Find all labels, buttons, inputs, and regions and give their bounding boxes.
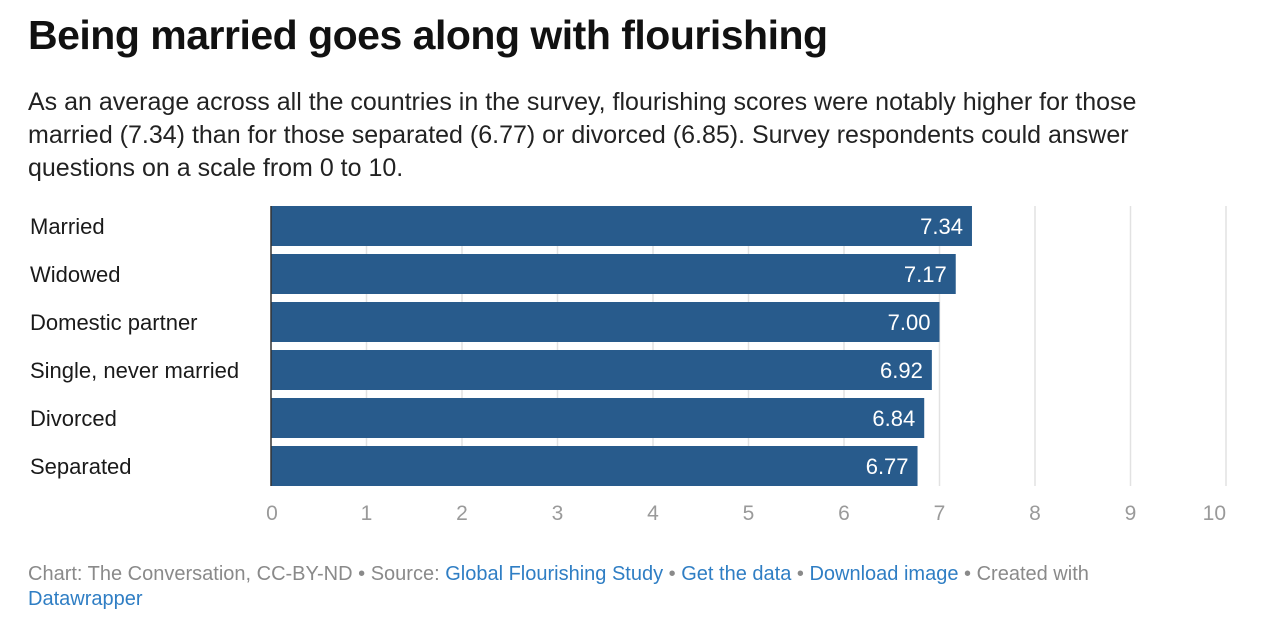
- source-link[interactable]: Global Flourishing Study: [445, 563, 664, 585]
- x-tick-label: 4: [647, 502, 659, 525]
- x-tick-label: 6: [838, 502, 850, 525]
- category-label: Divorced: [30, 406, 117, 431]
- x-tick-label: 5: [743, 502, 755, 525]
- bar: [271, 254, 956, 294]
- x-tick-label: 7: [934, 502, 946, 525]
- bar: [271, 350, 932, 390]
- category-label: Widowed: [30, 262, 120, 287]
- chart-subtitle: As an average across all the countries i…: [28, 88, 1137, 182]
- bar: [271, 302, 940, 342]
- chart-credit: Chart: The Conversation, CC-BY-ND: [28, 563, 353, 585]
- category-label: Separated: [30, 454, 132, 479]
- value-label: 7.17: [904, 262, 947, 287]
- x-tick-label: 9: [1125, 502, 1137, 525]
- value-label: 6.84: [872, 406, 915, 431]
- footer-separator: •: [358, 563, 366, 585]
- chart-title: Being married goes along with flourishin…: [28, 12, 828, 58]
- category-label: Married: [30, 214, 105, 239]
- value-label: 6.92: [880, 358, 923, 383]
- value-label: 7.34: [920, 214, 963, 239]
- x-tick-label: 3: [552, 502, 564, 525]
- created-with-text: Created with: [976, 563, 1089, 585]
- footer-separator: •: [668, 563, 676, 585]
- footer-separator: •: [964, 563, 972, 585]
- x-tick-label: 1: [361, 502, 373, 525]
- value-label: 7.00: [888, 310, 931, 335]
- download-image-link[interactable]: Download image: [809, 563, 959, 585]
- x-tick-label: 8: [1029, 502, 1041, 525]
- chart-footer: Chart: The Conversation, CC-BY-ND • Sour…: [28, 562, 1238, 612]
- source-prefix: Source:: [370, 563, 440, 585]
- x-tick-label: 2: [456, 502, 468, 525]
- value-label: 6.77: [866, 454, 909, 479]
- footer-separator: •: [796, 563, 804, 585]
- bar: [271, 206, 972, 246]
- bar-chart: Married 7.34 Widowed 7.17 Domestic partner 7.…: [30, 206, 1227, 525]
- x-tick-label: 0: [266, 502, 278, 525]
- datawrapper-link[interactable]: Datawrapper: [28, 588, 143, 610]
- x-tick-label: 10: [1203, 502, 1226, 525]
- get-data-link[interactable]: Get the data: [681, 563, 792, 585]
- category-label: Domestic partner: [30, 310, 198, 335]
- bar: [271, 446, 918, 486]
- category-label: Single, never married: [30, 358, 239, 383]
- bar: [271, 398, 925, 438]
